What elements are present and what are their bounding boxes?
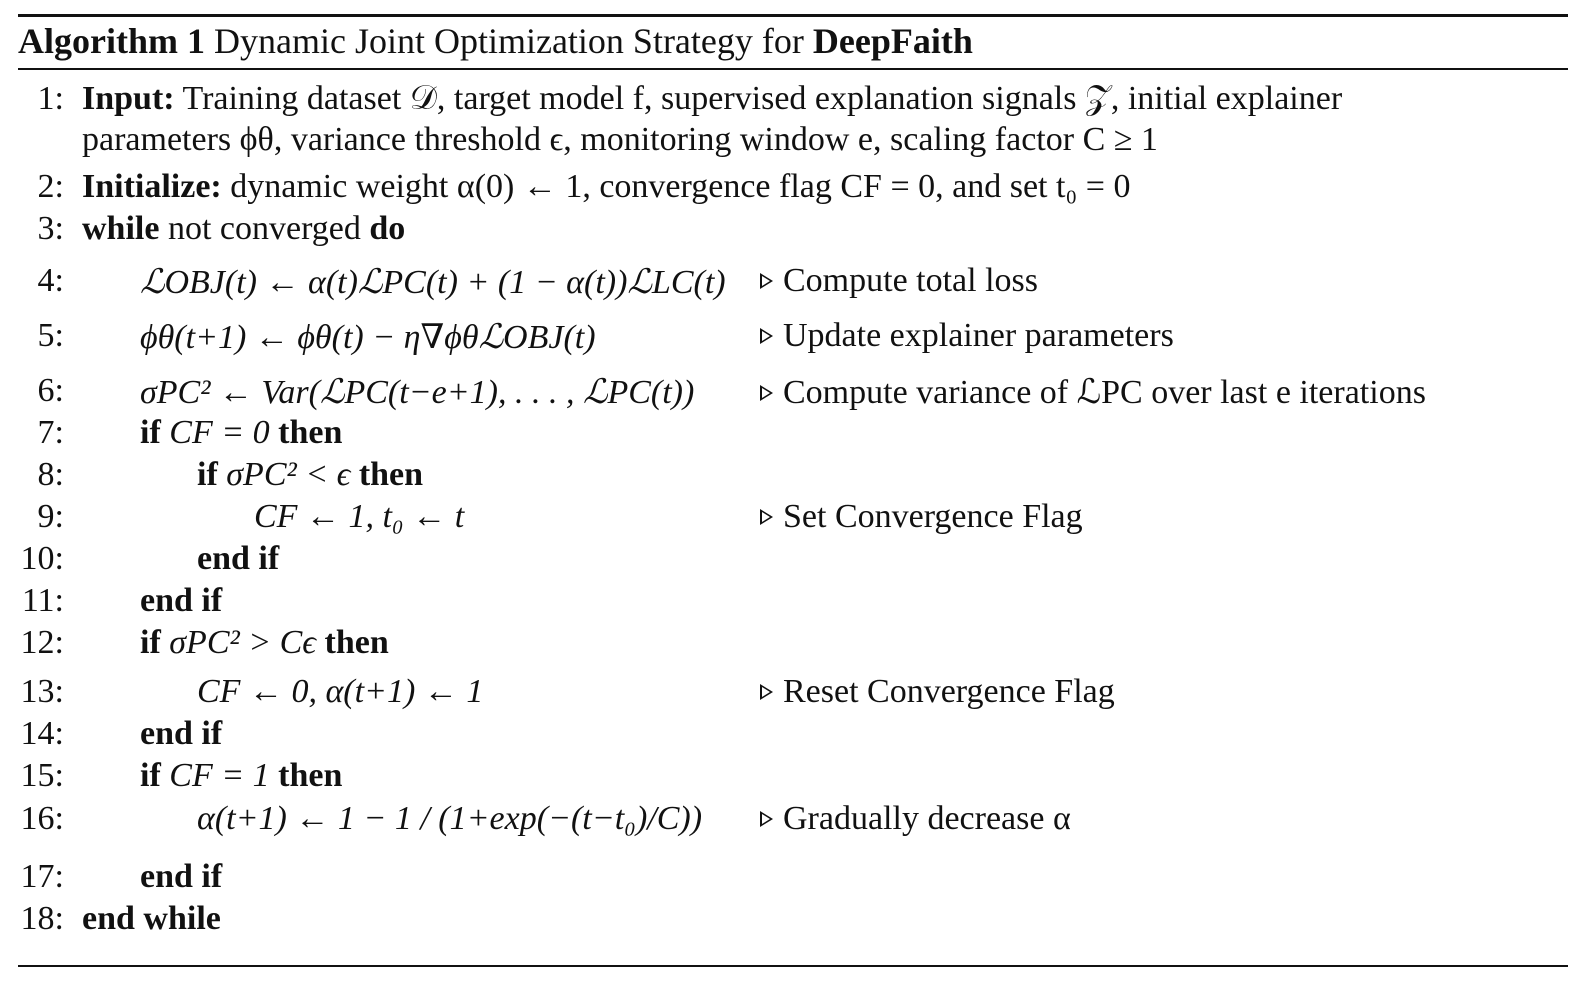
line-text: CF = 0 (160, 414, 279, 451)
line-number: 14: (20, 715, 64, 752)
line-body: parameters ϕθ, variance threshold ϵ, mon… (82, 121, 1158, 158)
keyword: if (140, 414, 161, 451)
algorithm-name: DeepFaith (812, 21, 973, 61)
keyword: if (140, 757, 161, 794)
keyword: do (369, 210, 406, 247)
line-number: 13: (20, 673, 64, 710)
comment-triangle-icon (760, 684, 773, 700)
algorithm-title: Dynamic Joint Optimization Strategy for (204, 21, 813, 61)
line-number: 10: (20, 540, 64, 577)
keyword: end if (140, 715, 223, 752)
comment-text: Gradually decrease α (783, 800, 1071, 837)
line-formula: ϕθ(t+1) ← ϕθ(t) − η∇ϕθℒOBJ(t) (140, 319, 596, 356)
keyword: Input: (82, 80, 175, 117)
comment-triangle-icon (760, 385, 773, 401)
line-text: dynamic weight α(0) ← 1, convergence fla… (221, 168, 1131, 205)
line-number: 3: (37, 210, 64, 247)
line-body: if CF = 0 then (140, 414, 342, 452)
line-text: Training dataset 𝒟, target model f, supe… (174, 80, 1343, 117)
line-text: CF = 1 (160, 757, 279, 794)
keyword: then (278, 414, 343, 451)
line-body: Input: Training dataset 𝒟, target model … (82, 80, 1342, 118)
comment-triangle-icon (760, 328, 773, 344)
keyword: if (140, 624, 161, 661)
line-comment: Compute variance of ℒPC over last e iter… (760, 372, 1426, 412)
keyword: Initialize: (82, 168, 222, 205)
keyword: end if (197, 540, 280, 577)
line-number: 5: (37, 317, 64, 354)
line-number: 2: (37, 168, 64, 205)
line-text: not converged (159, 210, 370, 247)
line-formula: σPC² ← Var(ℒPC(t−e+1), . . . , ℒPC(t)) (140, 374, 695, 411)
line-body: if σPC² < ϵ then (197, 456, 423, 494)
comment-triangle-icon (760, 273, 773, 289)
line-number: 7: (37, 414, 64, 451)
line-formula: CF ← 1, t₀ ← t (254, 498, 465, 535)
line-formula: α(t+1) ← 1 − 1 / (1+exp(−(t−t₀)/C)) (197, 800, 703, 837)
line-text: σPC² > Cϵ (160, 624, 325, 661)
line-formula: ℒOBJ(t) ← α(t)ℒPC(t) + (1 − α(t))ℒLC(t) (140, 264, 726, 301)
line-body: if CF = 1 then (140, 757, 342, 795)
algorithm-label: Algorithm 1 (18, 21, 205, 61)
keyword: end if (140, 858, 223, 895)
line-number: 11: (21, 582, 64, 619)
comment-text: Set Convergence Flag (783, 498, 1083, 535)
line-comment: Gradually decrease α (760, 800, 1071, 838)
keyword: then (324, 624, 389, 661)
comment-text: Reset Convergence Flag (783, 673, 1115, 710)
comment-triangle-icon (760, 811, 773, 827)
keyword: then (358, 456, 424, 493)
line-number: 4: (37, 262, 64, 299)
line-number: 16: (20, 800, 64, 837)
line-number: 8: (37, 456, 64, 493)
comment-text: Update explainer parameters (783, 317, 1174, 354)
line-comment: Set Convergence Flag (760, 498, 1083, 536)
line-number: 1: (37, 80, 64, 117)
line-comment: Compute total loss (760, 262, 1038, 300)
keyword: end if (140, 582, 223, 619)
line-body: Initialize: dynamic weight α(0) ← 1, con… (82, 168, 1130, 206)
keyword: if (197, 456, 218, 493)
line-formula: CF ← 0, α(t+1) ← 1 (197, 673, 484, 710)
keyword: then (278, 757, 343, 794)
line-body: while not converged do (82, 210, 405, 248)
line-number: 12: (20, 624, 64, 661)
line-text: σPC² < ϵ (217, 456, 359, 493)
top-rule (18, 14, 1568, 17)
bottom-rule (18, 965, 1568, 967)
line-body: if σPC² > Cϵ then (140, 624, 389, 662)
line-number: 17: (20, 858, 64, 895)
line-comment: Reset Convergence Flag (760, 673, 1115, 711)
line-number: 9: (37, 498, 64, 535)
algorithm-caption: Algorithm 1 Dynamic Joint Optimization S… (18, 18, 973, 64)
line-number: 6: (37, 372, 64, 409)
keyword: end while (82, 900, 221, 937)
line-number: 18: (20, 900, 64, 937)
line-comment: Update explainer parameters (760, 317, 1174, 355)
comment-text: Compute variance of ℒPC over last e iter… (783, 374, 1426, 411)
keyword: while (82, 210, 160, 247)
line-number: 15: (20, 757, 64, 794)
comment-text: Compute total loss (783, 262, 1038, 299)
caption-rule (18, 68, 1568, 70)
comment-triangle-icon (760, 509, 773, 525)
